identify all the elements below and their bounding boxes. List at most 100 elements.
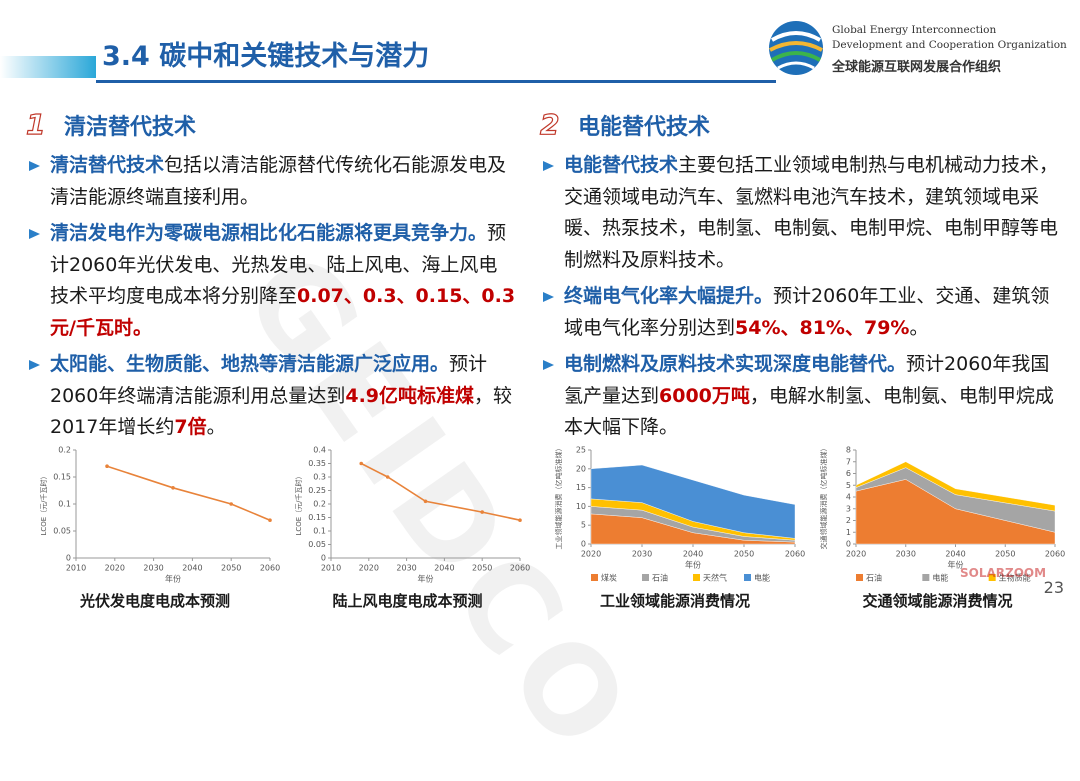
point bbox=[518, 518, 522, 522]
y-axis-label: LCOE（元/千瓦时） bbox=[294, 472, 303, 535]
legend-swatch bbox=[642, 574, 649, 581]
bullet-text: 预计2060年终端清洁能源利用总量达到 bbox=[50, 353, 488, 407]
y-axis-label: LCOE（元/千瓦时） bbox=[39, 472, 48, 535]
y-tick-label: 0.1 bbox=[58, 500, 71, 509]
line bbox=[360, 462, 521, 521]
bullet-list: 清洁替代技术包括以清洁能源替代传统化石能源发电及清洁能源终端直接利用。清洁发电作… bbox=[26, 150, 516, 449]
y-tick-label: 0.15 bbox=[308, 513, 326, 522]
title-rule bbox=[96, 80, 776, 83]
bullet-text: 预计2060年光伏发电、光热发电、陆上风电、海上风电技术平均度电成本将分别降至 bbox=[50, 222, 507, 307]
y-tick-label: 0 bbox=[66, 554, 71, 563]
bullet-text: 。 bbox=[909, 316, 929, 339]
x-axis-label: 年份 bbox=[165, 574, 181, 584]
legend-label: 电能 bbox=[932, 573, 948, 583]
chart-title: 交通领域能源消费情况 bbox=[862, 592, 1013, 610]
point bbox=[105, 464, 109, 468]
bullet: 电制燃料及原料技术实现深度电能替代。预计2060年我国氢产量达到6000万吨，电… bbox=[540, 349, 1060, 444]
org-name-en: Global Energy Interconnection bbox=[832, 24, 997, 36]
legend-swatch bbox=[922, 574, 930, 581]
point bbox=[359, 461, 364, 466]
y-tick-label: 8 bbox=[846, 446, 851, 455]
y-tick-label: 5 bbox=[581, 521, 586, 530]
legend-label: 天然气 bbox=[703, 573, 727, 583]
point bbox=[480, 510, 484, 514]
chart: 0 0.05 0.1 0.15 0.2 0.25 0.3 0.35 0.4 2010 2020 203… bbox=[294, 446, 530, 584]
chart-title: 光伏发电度电成本预测 bbox=[79, 592, 230, 610]
line bbox=[106, 465, 271, 521]
legend-swatch bbox=[591, 574, 598, 581]
x-axis-label: 年份 bbox=[685, 560, 701, 570]
section-heading: 电能替代技术 bbox=[578, 115, 711, 140]
x-tick-label: 2030 bbox=[396, 564, 416, 573]
bullet-text: 主要包括工业领域电制热与电机械动力技术，交通领域电动汽车、氢燃料电池汽车技术，建… bbox=[564, 154, 1059, 271]
x-tick-label: 2060 bbox=[1045, 550, 1065, 559]
y-axis-label: 工业领域能源消费（亿吨标准煤） bbox=[554, 445, 563, 550]
bullet-text: 电制燃料及原料技术实现深度电能替代。 bbox=[564, 353, 907, 375]
legend-label: 生物质能 bbox=[999, 573, 1031, 583]
bullet-text: 54%、81%、79% bbox=[735, 316, 910, 339]
bullet: 清洁发电作为零碳电源相比化石能源将更具竞争力。预计2060年光伏发电、光热发电、… bbox=[26, 218, 516, 344]
area bbox=[590, 464, 796, 539]
y-tick-label: 25 bbox=[576, 446, 586, 455]
point bbox=[385, 475, 390, 479]
y-tick-label: 0.05 bbox=[308, 540, 326, 549]
point bbox=[171, 486, 175, 490]
x-tick-label: 2010 bbox=[66, 564, 86, 573]
x-tick-label: 2050 bbox=[221, 564, 241, 573]
legend-swatch bbox=[693, 574, 700, 581]
x-tick-label: 2050 bbox=[472, 564, 492, 573]
y-tick-label: 0.2 bbox=[313, 500, 326, 509]
y-tick-label: 0.15 bbox=[53, 473, 71, 482]
y-tick-label: 0 bbox=[581, 540, 586, 549]
legend-label: 石油 bbox=[866, 573, 882, 583]
bullet-text: 清洁替代技术 bbox=[50, 154, 165, 176]
x-tick-label: 2020 bbox=[581, 550, 601, 559]
y-tick-label: 0.2 bbox=[58, 446, 71, 455]
x-tick-label: 2040 bbox=[434, 564, 454, 573]
x-tick-label: 2060 bbox=[510, 564, 530, 573]
slide-title: 3.4 碳中和关键技术与潜力 bbox=[102, 41, 430, 72]
section-number: 2 bbox=[539, 107, 560, 141]
bullet-text: 清洁发电作为零碳电源相比化石能源将更具竞争力。 bbox=[50, 222, 488, 244]
section-heading: 清洁替代技术 bbox=[64, 115, 197, 140]
title-accent bbox=[0, 56, 96, 78]
chart: 0 5 10 15 20 25 2020 2030 2040 2050 2060 年份 工业领域能源消费… bbox=[554, 445, 805, 583]
y-tick-label: 15 bbox=[576, 483, 586, 492]
y-tick-label: 0.35 bbox=[308, 459, 326, 468]
y-tick-label: 0.4 bbox=[313, 446, 326, 455]
point bbox=[268, 518, 272, 522]
chart-panel: 0 1 2 3 4 5 6 7 8 2020 2030 2040 2050 2060 年份 交通领域能源消费（… bbox=[810, 440, 1065, 611]
section: 1 清洁替代技术 清洁替代技术包括以清洁能源替代传统化石能源发电及清洁能源终端直接… bbox=[25, 107, 516, 438]
page-number: 23 bbox=[1043, 578, 1064, 597]
chart-title: 陆上风电度电成本预测 bbox=[332, 592, 483, 610]
chart-panel: 0 5 10 15 20 25 2020 2030 2040 2050 2060 年份 工业领域能源消费… bbox=[545, 440, 805, 611]
bullet-text: 终端电气化率大幅提升。 bbox=[564, 285, 774, 307]
y-tick-label: 0.1 bbox=[313, 527, 326, 536]
y-tick-label: 20 bbox=[576, 464, 586, 473]
x-tick-label: 2020 bbox=[359, 564, 379, 573]
area bbox=[855, 461, 1056, 512]
x-tick-label: 2040 bbox=[182, 564, 202, 573]
bullet-list: 电能替代技术主要包括工业领域电制热与电机械动力技术，交通领域电动汽车、氢燃料电池… bbox=[540, 150, 1060, 449]
x-tick-label: 2020 bbox=[105, 564, 125, 573]
chart-panel: 0 0.05 0.1 0.15 0.2 0.25 0.3 0.35 0.4 2010 2020 203… bbox=[285, 440, 530, 611]
legend-swatch bbox=[856, 574, 863, 581]
bullet-text: 。 bbox=[206, 416, 226, 438]
y-tick-label: 1 bbox=[846, 528, 851, 537]
y-tick-label: 3 bbox=[846, 504, 851, 513]
bullet-text: 预计2060年工业、交通、建筑领域电气化率分别达到 bbox=[564, 285, 1050, 339]
legend-label: 电能 bbox=[754, 573, 770, 583]
bullet-text: 7倍 bbox=[174, 416, 207, 438]
x-axis-label: 年份 bbox=[418, 574, 434, 584]
y-tick-label: 5 bbox=[846, 481, 851, 490]
bullet-text: 包括以清洁能源替代传统化石能源发电及清洁能源终端直接利用。 bbox=[50, 154, 507, 208]
y-axis-label: 交通领域能源消费（亿吨标准煤） bbox=[819, 445, 828, 550]
legend-swatch bbox=[744, 574, 751, 581]
y-tick-label: 0.05 bbox=[53, 527, 71, 536]
y-tick-label: 4 bbox=[846, 493, 851, 502]
bullet: 终端电气化率大幅提升。预计2060年工业、交通、建筑领域电气化率分别达到54%、… bbox=[540, 281, 1060, 344]
slide: GEIDCO 3.4 碳中和关键技术与潜力 Global Energy Inte… bbox=[0, 21, 1067, 781]
bullet: 太阳能、生物质能、地热等清洁能源广泛应用。预计2060年终端清洁能源利用总量达到… bbox=[26, 349, 516, 444]
chart-title: 工业领域能源消费情况 bbox=[599, 592, 750, 610]
chart: 0 0.05 0.1 0.15 0.2 2010 2020 2030 2040 2050 2060 年… bbox=[39, 446, 280, 584]
